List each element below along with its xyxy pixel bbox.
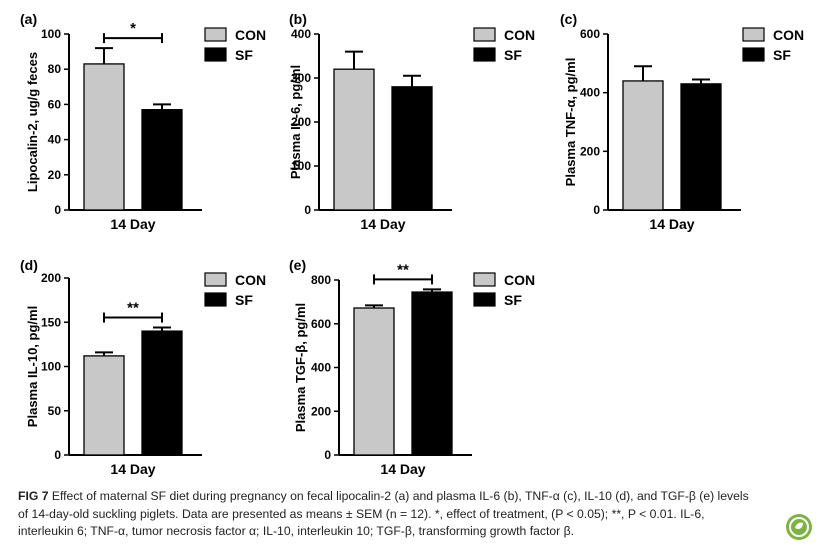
legend-label-con: CON [773, 27, 804, 43]
bar-con [83, 355, 125, 456]
y-tick-label: 400 [291, 27, 311, 41]
y-tick-label: 0 [304, 203, 311, 217]
x-tick-label: 14 Day [110, 461, 155, 477]
y-tick-label: 200 [311, 404, 331, 418]
legend-label-con: CON [235, 27, 266, 43]
y-tick-label: 20 [48, 168, 62, 182]
bar-con [83, 63, 125, 211]
y-tick-label: 0 [54, 203, 61, 217]
y-axis-label: Plasma TGF-β, pg/ml [293, 303, 308, 432]
y-axis-label: Lipocalin-2, ug/g feces [25, 52, 40, 192]
chart-panel-3: (c) 0 200 400 600 Plasma TNF-α, pg/ml 14 Day CO… [560, 11, 804, 232]
x-tick-label: 14 Day [110, 216, 155, 232]
caption-line-1: FIG 7 Effect of maternal SF diet during … [18, 488, 813, 506]
y-tick-label: 0 [593, 203, 600, 217]
significance-marker: * [130, 20, 136, 37]
caption-line-3: interleukin 6; TNF-α, tumor necrosis fac… [18, 524, 574, 538]
panel-label: (b) [289, 11, 307, 27]
y-tick-label: 400 [311, 361, 331, 375]
caption-text-1: Effect of maternal SF diet during pregna… [51, 489, 749, 503]
legend-label-sf: SF [504, 292, 522, 308]
panel-label: (c) [560, 11, 577, 27]
legend-swatch-con [473, 272, 496, 287]
y-tick-label: 800 [311, 273, 331, 287]
y-tick-label: 600 [311, 317, 331, 331]
y-tick-label: 200 [291, 115, 311, 129]
y-axis-label: Plasma IL-10, pg/ml [25, 306, 40, 427]
legend-swatch-sf [473, 292, 496, 307]
legend-swatch-sf [204, 47, 227, 62]
y-tick-label: 100 [41, 360, 61, 374]
legend-swatch-con [204, 272, 227, 287]
caption-line-2: of 14-day-old suckling piglets. Data are… [18, 506, 705, 521]
y-tick-label: 400 [580, 86, 600, 100]
legend-swatch-sf [742, 47, 765, 62]
legend-label-sf: SF [504, 47, 522, 63]
legend-label-sf: SF [235, 292, 253, 308]
y-tick-label: 600 [580, 27, 600, 41]
significance-marker: ** [127, 300, 139, 317]
y-tick-label: 0 [324, 448, 331, 462]
y-axis-label: Plasma TNF-α, pg/ml [563, 58, 578, 187]
caption-figure-label: FIG 7 [18, 489, 49, 503]
legend-swatch-con [473, 27, 496, 42]
publisher-logo-icon [786, 514, 812, 540]
legend-swatch-con [204, 27, 227, 42]
panel-label: (a) [20, 11, 37, 27]
y-tick-label: 100 [41, 27, 61, 41]
bar-sf [391, 86, 433, 211]
panel-label: (d) [20, 257, 38, 273]
chart-panel-5: (e) 0 200 400 600 800 Plasma TGF-β, pg/ml 14 Da… [289, 257, 535, 477]
significance-marker: ** [397, 261, 409, 278]
bar-con [353, 307, 395, 456]
legend-swatch-sf [473, 47, 496, 62]
legend-label-con: CON [235, 272, 266, 288]
y-tick-label: 300 [291, 71, 311, 85]
legend-label-sf: SF [773, 47, 791, 63]
chart-panel-2: (b) 0 100 200 300 400 Plasma IL-6, pg/ml 14 Day… [288, 11, 535, 232]
x-tick-label: 14 Day [360, 216, 405, 232]
figure-caption: FIG 7 Effect of maternal SF diet during … [18, 488, 813, 541]
legend-label-con: CON [504, 272, 535, 288]
y-tick-label: 0 [54, 448, 61, 462]
legend-swatch-con [742, 27, 765, 42]
y-tick-label: 200 [41, 271, 61, 285]
bar-con [622, 80, 664, 211]
y-tick-label: 50 [48, 404, 62, 418]
legend-swatch-sf [204, 292, 227, 307]
bar-sf [680, 83, 722, 211]
panel-label: (e) [289, 257, 306, 273]
bar-sf [411, 291, 453, 456]
chart-panel-4: (d) 0 50 100 150 200 Plasma IL-10, pg/ml 14 Day… [20, 257, 266, 477]
bar-sf [141, 109, 183, 211]
x-tick-label: 14 Day [649, 216, 694, 232]
legend-label-sf: SF [235, 47, 253, 63]
y-axis-label: Plasma IL-6, pg/ml [288, 65, 303, 179]
y-tick-label: 100 [291, 159, 311, 173]
bar-sf [141, 330, 183, 456]
bar-con [333, 68, 375, 211]
x-tick-label: 14 Day [380, 461, 425, 477]
y-tick-label: 60 [48, 97, 62, 111]
legend-label-con: CON [504, 27, 535, 43]
y-tick-label: 40 [48, 133, 62, 147]
y-tick-label: 150 [41, 315, 61, 329]
y-tick-label: 200 [580, 144, 600, 158]
y-tick-label: 80 [48, 62, 62, 76]
